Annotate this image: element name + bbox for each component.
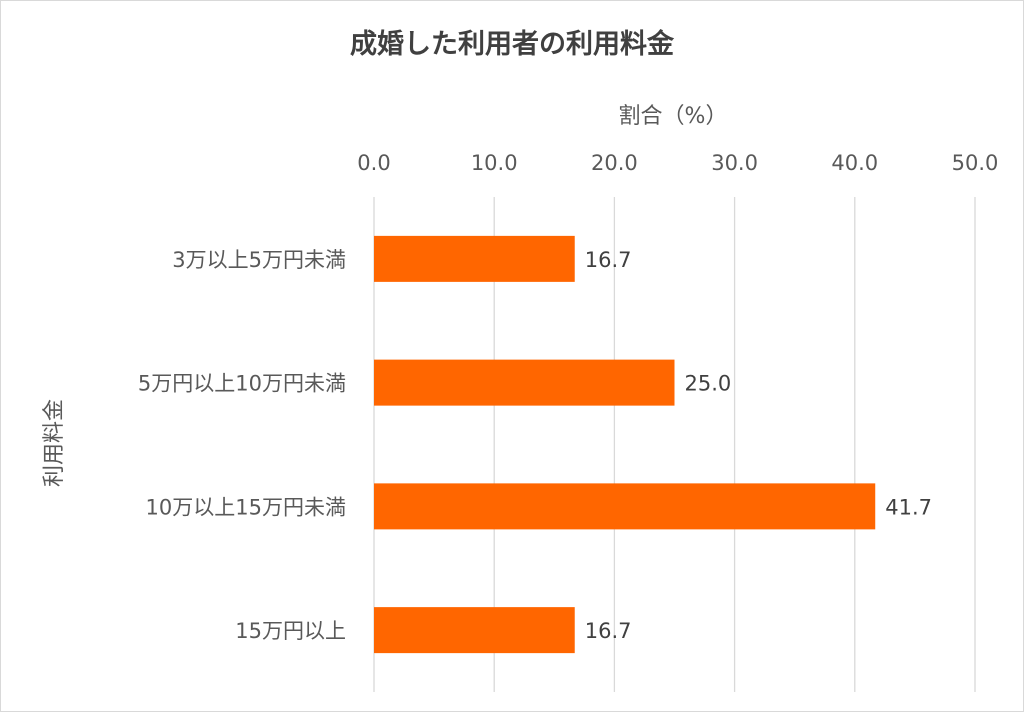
bar xyxy=(374,607,575,654)
bar xyxy=(374,359,675,406)
category-label: 3万以上5万円未満 xyxy=(172,248,346,272)
x-tick-label: 20.0 xyxy=(591,151,638,175)
category-label: 15万円以上 xyxy=(235,619,346,643)
data-label: 25.0 xyxy=(685,372,732,396)
x-tick-label: 30.0 xyxy=(711,151,758,175)
x-tick-label: 10.0 xyxy=(471,151,518,175)
x-tick-label: 50.0 xyxy=(952,151,999,175)
chart-title: 成婚した利用者の利用料金 xyxy=(350,29,674,60)
bar xyxy=(374,483,876,530)
x-tick-label: 0.0 xyxy=(357,151,390,175)
category-label: 5万円以上10万円未満 xyxy=(138,372,346,396)
bar xyxy=(374,235,575,282)
category-label: 10万以上15万円未満 xyxy=(146,495,346,519)
data-label: 41.7 xyxy=(885,495,932,519)
x-axis-title: 割合（%） xyxy=(618,104,728,129)
data-label: 16.7 xyxy=(585,619,632,643)
x-tick-label: 40.0 xyxy=(831,151,878,175)
data-label: 16.7 xyxy=(585,248,632,272)
